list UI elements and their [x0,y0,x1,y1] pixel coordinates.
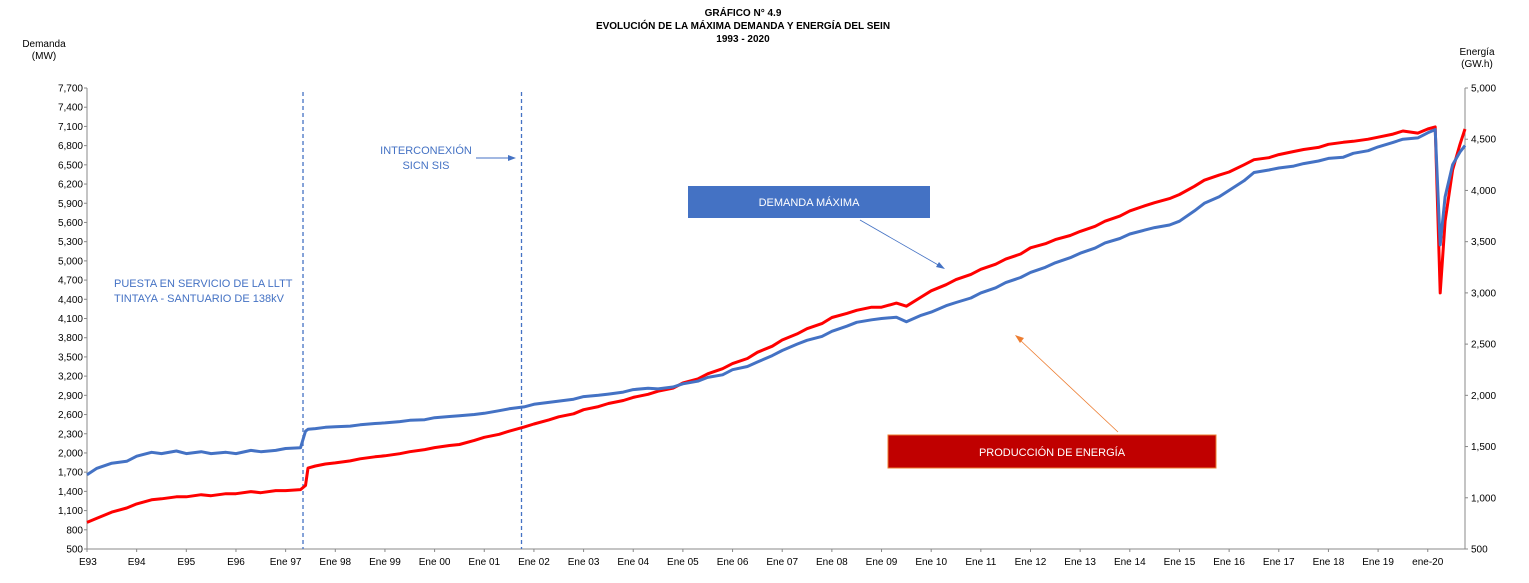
y-right-tick-label: 3,500 [1471,237,1496,248]
x-tick-label: Ene 13 [1064,557,1096,568]
y-right-tick-label: 2,500 [1471,340,1496,351]
y-left-tick-label: 2,600 [58,410,83,421]
y-left-tick-label: 800 [66,525,83,536]
x-tick-label: E95 [177,557,195,568]
demanda-maxima-box [688,186,930,218]
x-tick-label: Ene 06 [717,557,749,568]
series-demanda-maxima [86,128,1467,476]
y-left-tick-label: 7,100 [58,122,83,133]
x-tick-label: Ene 05 [667,557,699,568]
x-ticks: E93 E94 E95 E96 Ene 97 Ene 98 Ene 99 Ene 00 Ene … [79,549,1444,568]
y-left-tick-label: 5,000 [58,256,83,267]
x-tick-label: Ene 98 [319,557,351,568]
y-left-tick-label: 4,700 [58,276,83,287]
y-left-tick-label: 6,200 [58,180,83,191]
x-tick-label: Ene 10 [915,557,947,568]
chart-subtitle: EVOLUCIÓN DE LA MÁXIMA DEMANDA Y ENERGÍA… [596,19,890,32]
x-tick-label: Ene 04 [617,557,649,568]
y-left-ticks: 500 800 1,100 1,400 1,700 2,000 2,300 2,600 2,90… [58,84,87,556]
x-tick-label: Ene 99 [369,557,401,568]
x-tick-label: Ene 17 [1263,557,1295,568]
y-left-tick-label: 2,000 [58,448,83,459]
x-tick-label: E96 [227,557,245,568]
series-produccion-energia [86,125,1467,524]
y-left-tick-label: 1,700 [58,468,83,479]
y-right-tick-label: 3,000 [1471,288,1496,299]
y-left-tick-label: 7,400 [58,103,83,114]
y-left-tick-label: 4,400 [58,295,83,306]
x-tick-label: Ene 12 [1015,557,1047,568]
y-left-tick-label: 4,100 [58,314,83,325]
energia-arrow-head-icon [1015,335,1024,343]
sicn-annotation-line2: SICN SIS [402,160,449,172]
x-tick-label: Ene 08 [816,557,848,568]
y-left-tick-label: 1,100 [58,506,83,517]
y-right-label-line1: Energía [1459,47,1494,58]
y-left-tick-label: 6,500 [58,160,83,171]
x-tick-label: Ene 11 [965,557,996,568]
y-left-tick-label: 6,800 [58,141,83,152]
y-left-tick-label: 3,800 [58,333,83,344]
x-tick-label: E93 [79,557,97,568]
y-left-tick-label: 1,400 [58,487,83,498]
produccion-energia-box-label: PRODUCCIÓN DE ENERGÍA [979,446,1126,459]
demanda-arrow-head-icon [936,262,945,269]
y-left-label-line2: (MW) [32,51,56,62]
x-tick-label: Ene 07 [766,557,798,568]
y-right-tick-label: 4,500 [1471,135,1496,146]
x-tick-label: ene-20 [1412,557,1444,568]
x-tick-label: Ene 18 [1313,557,1345,568]
x-tick-label: Ene 09 [866,557,898,568]
chart-period: 1993 - 2020 [716,34,770,45]
lltt-annotation-line2: TINTAYA - SANTUARIO DE 138kV [114,293,285,305]
sicn-arrow-head-icon [508,155,516,161]
x-tick-label: Ene 19 [1362,557,1394,568]
y-left-tick-label: 3,500 [58,352,83,363]
x-tick-label: Ene 15 [1164,557,1196,568]
y-left-tick-label: 5,300 [58,237,83,248]
x-tick-label: Ene 14 [1114,557,1146,568]
lltt-annotation-line1: PUESTA EN SERVICIO DE LA LLTT [114,278,293,290]
y-left-tick-label: 5,900 [58,199,83,210]
energia-arrow [1019,339,1119,433]
y-left-tick-label: 500 [66,545,83,556]
x-tick-label: Ene 00 [419,557,451,568]
y-left-tick-label: 5,600 [58,218,83,229]
y-left-tick-label: 7,700 [58,84,83,95]
x-tick-label: E94 [128,557,146,568]
sicn-annotation-line1: INTERCONEXIÓN [380,144,472,157]
x-tick-label: Ene 03 [568,557,600,568]
y-right-tick-label: 4,000 [1471,186,1496,197]
demanda-arrow [859,219,941,267]
y-left-tick-label: 2,300 [58,429,83,440]
x-tick-label: Ene 97 [270,557,302,568]
y-right-tick-label: 2,000 [1471,391,1496,402]
x-tick-label: Ene 16 [1213,557,1245,568]
y-right-label-line2: (GW.h) [1461,59,1493,70]
y-left-tick-label: 3,200 [58,372,83,383]
y-left-tick-label: 2,900 [58,391,83,402]
demanda-maxima-box-label: DEMANDA MÁXIMA [759,196,861,209]
y-right-tick-label: 5,000 [1471,84,1496,95]
produccion-energia-box [887,434,1217,469]
chart-title: GRÁFICO N° 4.9 [705,6,782,19]
y-right-ticks: 500 1,000 1,500 2,000 2,500 3,000 3,500 4,000 4,… [1465,84,1496,556]
y-right-tick-label: 1,500 [1471,442,1496,453]
x-tick-label: Ene 01 [468,557,500,568]
y-left-label-line1: Demanda [22,39,66,50]
x-tick-label: Ene 02 [518,557,550,568]
y-right-tick-label: 1,000 [1471,493,1496,504]
y-right-tick-label: 500 [1471,545,1488,556]
